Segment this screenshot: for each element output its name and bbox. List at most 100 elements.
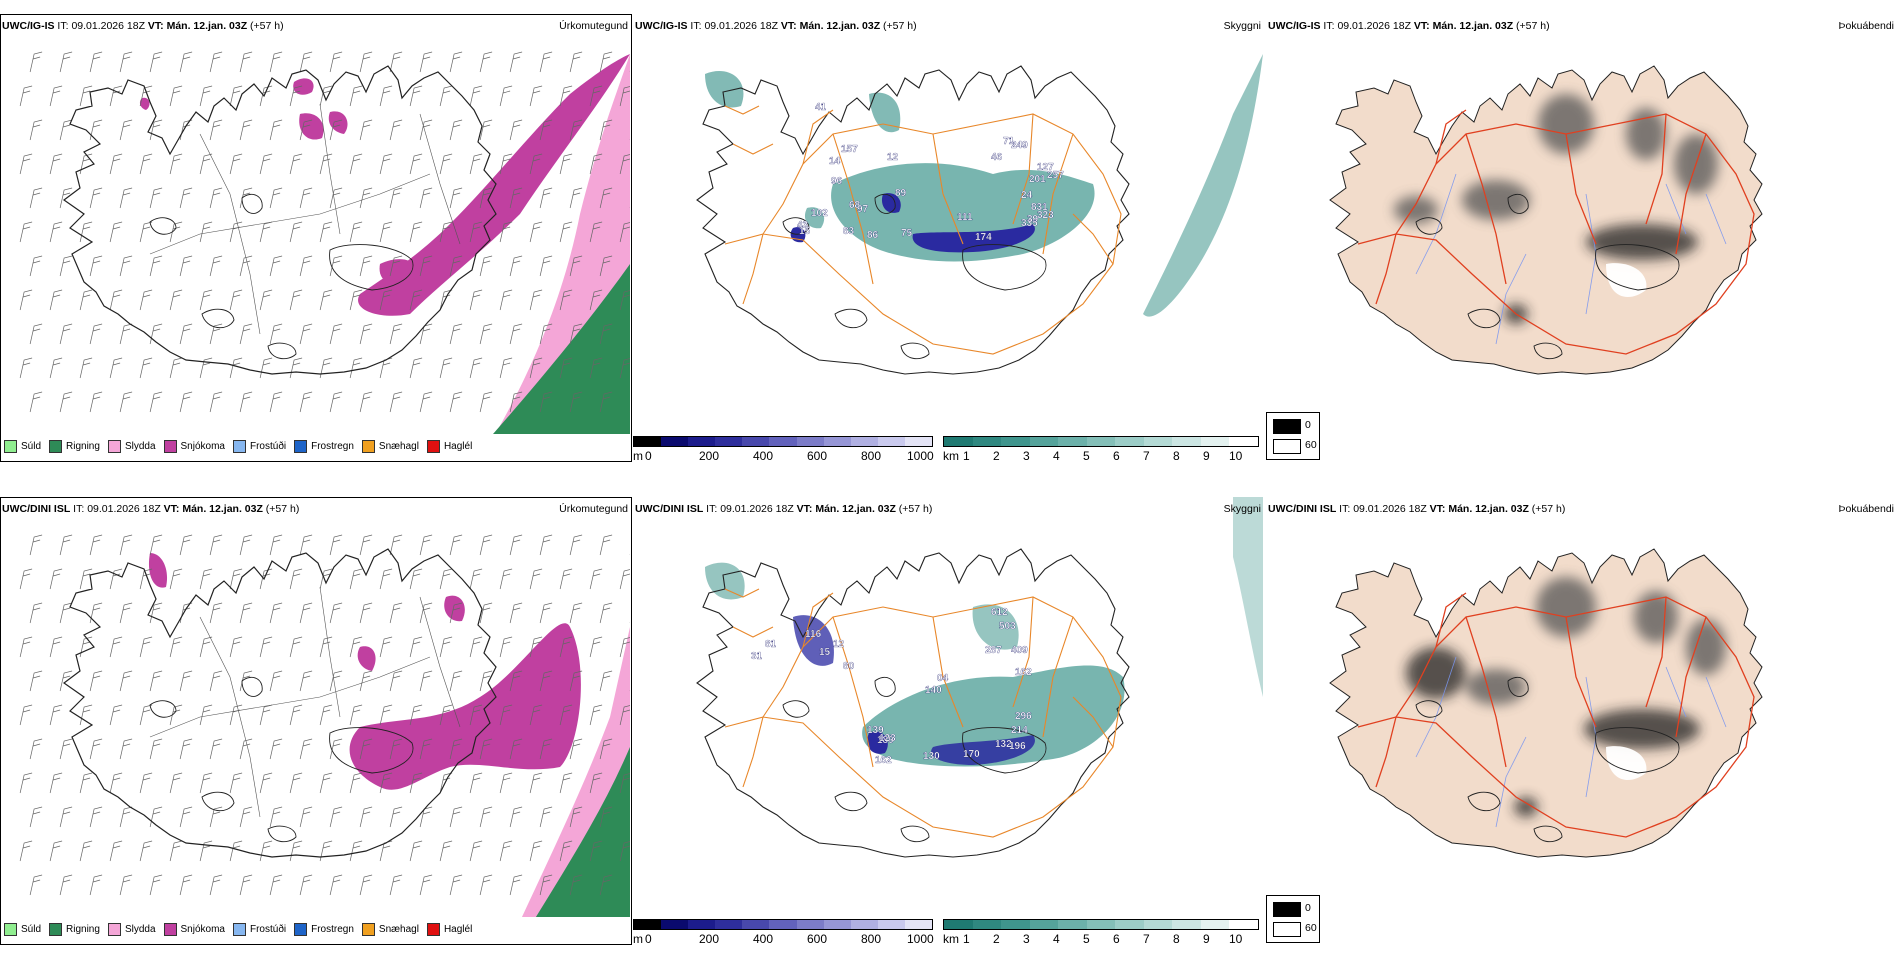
model-name: UWC/DINI ISL (1268, 503, 1337, 515)
cloud-base-label: 80 (843, 661, 855, 672)
cloud-base-label: 83 (843, 226, 855, 237)
cloudbase-colorbar-cell (904, 920, 933, 929)
cloudbase-colorbar-cell (769, 437, 797, 446)
vt-label: VT: (163, 503, 180, 515)
fog-map (1329, 65, 1763, 375)
cloud-base-panel: 116 15 12 80 612 503 287 409 162 140 139 189 123 162 1… (633, 497, 1265, 965)
precip-legend-swatch (163, 922, 177, 936)
precip-legend-swatch (426, 922, 440, 936)
fog-key-dark-value: 0 (1305, 902, 1311, 914)
issue-time: 09.01.2026 18Z (71, 20, 145, 32)
vt-label: VT: (796, 503, 813, 515)
visibility-colorbar-cell (1229, 437, 1259, 446)
cloud-base-label: 132 (995, 739, 1012, 750)
visibility-colorbar-cell (1029, 437, 1059, 446)
precip-legend: Súld Rigning Slydda Snjókoma Frostúði Frostre… (4, 921, 472, 937)
precip-legend-label: Slydda (124, 923, 156, 935)
visibility-tick: 7 (1143, 932, 1150, 946)
cloudbase-colorbar-cell (769, 920, 797, 929)
visibility-tick: 8 (1173, 449, 1180, 463)
it-label: IT: (73, 503, 85, 515)
precip-legend-label: Rigning (66, 923, 100, 935)
it-label: IT: (57, 20, 69, 32)
visibility-tick: 2 (993, 932, 1000, 946)
fog-key-dark-value: 0 (1305, 419, 1311, 431)
cloud-base-label: 15 (819, 647, 831, 658)
cloud-base-label: 201 (1029, 174, 1046, 185)
cloud-base-label: 12 (887, 152, 899, 163)
precip-legend-item: Frostregn (294, 922, 354, 936)
precip-legend-swatch (361, 439, 375, 453)
cloud-base-label: 174 (975, 232, 992, 243)
lead-time: (+57 h) (898, 503, 933, 515)
cloud-base-label: 130 (923, 751, 940, 762)
visibility-tick: 10 (1229, 932, 1243, 946)
issue-time: 09.01.2026 18Z (87, 503, 161, 515)
vt-label: VT: (1429, 503, 1446, 515)
precip-legend-label: Frostúði (249, 440, 287, 452)
vt-label: VT: (1413, 20, 1430, 32)
precip-type-panel: Súld Rigning Slydda Snjókoma Frostúði Frostre… (0, 14, 632, 482)
visibility-colorbar-strip (943, 436, 1259, 447)
precip-legend-swatch (107, 922, 121, 936)
precip-legend-item: Frostregn (294, 439, 354, 453)
fog-index-panel: UWC/DINI ISL IT: 09.01.2026 18Z VT: Mán.… (1266, 497, 1898, 965)
visibility-unit: km (943, 932, 959, 946)
visibility-colorbar-cell (1143, 437, 1173, 446)
valid-time: Mán. 12.jan. 03Z (799, 20, 881, 32)
precip-legend-swatch (4, 439, 17, 453)
model-name: UWC/IG-IS (2, 20, 55, 32)
cloudbase-colorbar-cell (823, 920, 851, 929)
cloud-base-label: 140 (925, 685, 942, 696)
cloudbase-colorbar-strip (633, 436, 933, 447)
visibility-colorbar-cell (1172, 920, 1201, 929)
precip-legend-label: Haglél (443, 440, 473, 452)
precip-legend-item: Slydda (107, 439, 156, 453)
panel-title: Skyggni (1223, 20, 1261, 32)
precip-legend-item: Slydda (107, 922, 156, 936)
cloudbase-colorbar-cell (715, 437, 743, 446)
precip-legend-swatch (107, 439, 121, 453)
cloud-base-label: 43 (797, 220, 809, 231)
visibility-tick: 8 (1173, 932, 1180, 946)
it-label: IT: (1323, 20, 1335, 32)
panel-title: Skyggni (1223, 503, 1261, 515)
visibility-colorbar-cell (1229, 920, 1259, 929)
panel-header: UWC/IG-IS IT: 09.01.2026 18Z VT: Mán. 12… (2, 20, 284, 32)
cloudbase-colorbar-cell (634, 920, 662, 929)
precip-legend-item: Snæhagl (361, 922, 419, 936)
visibility-tick: 1 (963, 932, 970, 946)
precip-legend-swatch (49, 439, 63, 453)
visibility-tick: 9 (1203, 932, 1210, 946)
cloud-base-label: 323 (1037, 210, 1054, 221)
cloudbase-colorbar-cell (715, 920, 743, 929)
visibility-tick: 6 (1113, 932, 1120, 946)
cloud-base-label: 123 (879, 733, 896, 744)
model-name: UWC/IG-IS (635, 20, 688, 32)
cloud-base-label: 96 (831, 176, 843, 187)
lead-time: (+57 h) (883, 20, 917, 32)
precip-legend-label: Frostregn (311, 923, 354, 935)
precip-legend-item: Súld (4, 439, 41, 453)
cloudbase-colorbar: m 0 200 400 600 800 1000 (633, 436, 934, 463)
precip-legend-item: Snjókoma (163, 922, 225, 936)
cloud-base-label: 41 (815, 102, 827, 113)
precip-legend-item: Frostúði (232, 439, 287, 453)
issue-time: 09.01.2026 18Z (1353, 503, 1427, 515)
precip-legend-swatch (49, 922, 63, 936)
cloud-base-label: 71 (1003, 136, 1015, 147)
valid-time: Mán. 12.jan. 03Z (1448, 503, 1529, 515)
cloud-base-label: 249 (1011, 140, 1028, 151)
fog-key-light-swatch (1273, 439, 1301, 454)
cloudbase-colorbar-cell (850, 437, 878, 446)
cloudbase-unit: m (633, 932, 643, 946)
visibility-colorbar-cell (1200, 437, 1230, 446)
visibility-tick: 3 (1023, 449, 1030, 463)
visibility-colorbar-cell (972, 437, 1002, 446)
model-name: UWC/DINI ISL (2, 503, 71, 515)
cloud-base-label: 111 (957, 212, 973, 223)
cloudbase-colorbar-strip (633, 919, 933, 930)
cloudbase-colorbar-cell (850, 920, 878, 929)
vt-label: VT: (147, 20, 164, 32)
cloudbase-colorbar-cell (904, 437, 933, 446)
